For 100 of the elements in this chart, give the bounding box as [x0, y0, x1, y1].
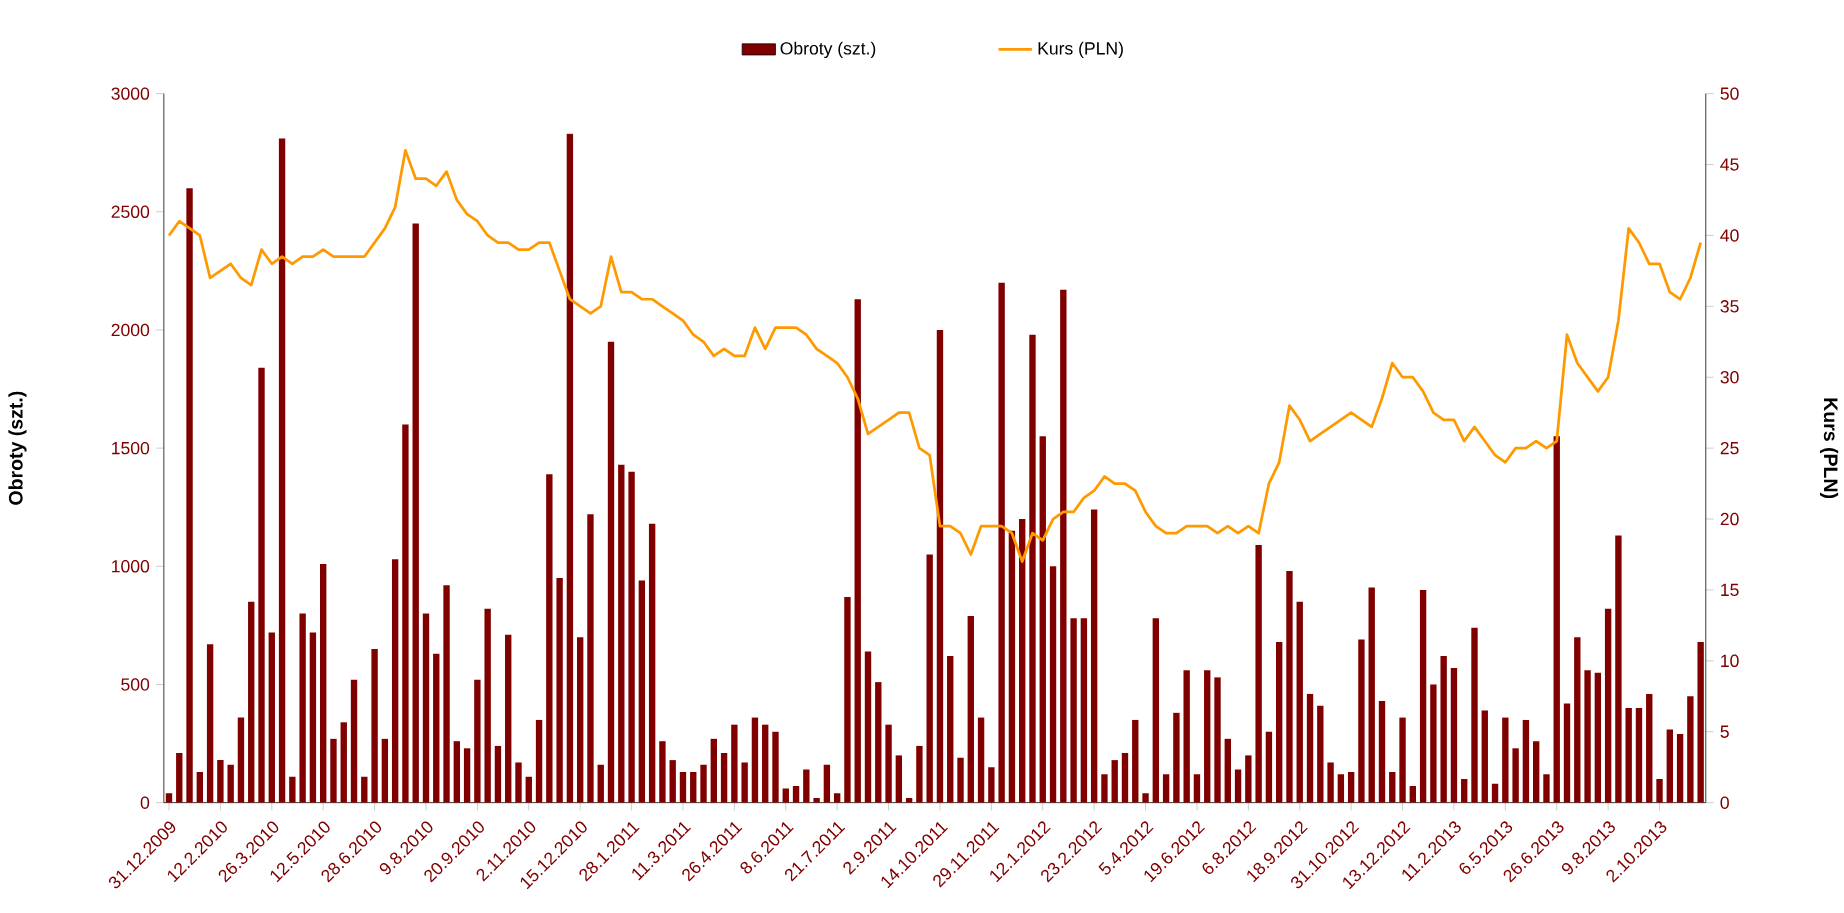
bar	[278, 138, 286, 803]
bar	[1162, 774, 1170, 803]
bar	[361, 776, 368, 803]
bar	[1317, 705, 1324, 803]
bar	[813, 797, 820, 803]
bar	[1080, 618, 1088, 803]
y2-tick-label: 0	[1720, 796, 1729, 809]
bar	[1224, 738, 1231, 803]
bar	[299, 613, 306, 803]
bar	[947, 656, 954, 803]
bar	[1132, 719, 1139, 803]
bar	[1615, 535, 1622, 803]
bar	[1008, 530, 1016, 803]
bar	[844, 597, 851, 803]
bar	[936, 330, 944, 803]
bar	[607, 341, 615, 803]
bar	[669, 760, 676, 803]
bar	[463, 748, 471, 803]
bar	[494, 745, 502, 803]
bar	[258, 367, 265, 803]
y-tick-label: 2000	[111, 323, 150, 337]
bar	[885, 724, 892, 803]
y2-tick-label: 45	[1720, 158, 1739, 171]
bar	[474, 679, 481, 803]
y2-tick-label: 40	[1720, 229, 1739, 242]
bar	[1512, 748, 1519, 803]
bar	[1265, 731, 1273, 803]
y2-tick-label: 50	[1720, 87, 1739, 100]
bar	[1358, 639, 1365, 803]
bar	[1337, 774, 1345, 803]
bar	[217, 760, 224, 803]
bar	[1543, 774, 1550, 803]
bar	[402, 424, 409, 803]
bar	[1347, 771, 1355, 803]
bar	[268, 632, 275, 803]
bar	[875, 682, 882, 803]
bar	[1419, 590, 1427, 803]
bar	[1553, 436, 1560, 803]
bar	[1574, 637, 1581, 803]
bar	[1060, 289, 1067, 803]
bar	[1327, 762, 1334, 803]
bar	[1029, 334, 1036, 803]
bar	[1296, 601, 1303, 803]
bar	[977, 717, 985, 803]
bar	[576, 637, 584, 803]
bar	[833, 793, 841, 803]
bar	[1121, 753, 1129, 803]
y-axis-title: Obroty (szt.)	[8, 391, 27, 505]
bar	[700, 764, 707, 803]
bar	[412, 223, 419, 803]
bar	[1471, 627, 1478, 803]
bar	[196, 771, 204, 803]
bar	[659, 741, 666, 803]
bar	[1502, 717, 1509, 803]
bar	[1255, 545, 1262, 803]
bar	[720, 753, 728, 803]
bar	[895, 755, 903, 803]
bar	[1491, 783, 1499, 803]
bar	[515, 762, 522, 803]
bar	[176, 753, 183, 803]
bar	[1697, 642, 1704, 803]
bar	[556, 578, 563, 803]
bar	[710, 738, 717, 803]
bar	[1409, 786, 1417, 803]
bar	[1152, 618, 1160, 803]
bar	[443, 585, 450, 803]
bar	[1563, 703, 1571, 803]
bar	[1584, 670, 1591, 803]
bar	[597, 764, 604, 803]
bar	[1234, 769, 1242, 803]
y-tick-label: 500	[121, 678, 150, 691]
bar	[546, 474, 553, 803]
bar	[505, 634, 512, 803]
bar	[854, 299, 861, 803]
bar	[1635, 708, 1643, 803]
y-tick-label: 1500	[112, 441, 150, 455]
bar	[1687, 696, 1694, 803]
bar	[957, 757, 964, 803]
bar	[1389, 771, 1396, 803]
bar	[371, 649, 378, 803]
bar	[967, 616, 974, 803]
bar	[433, 653, 440, 803]
bar	[320, 564, 327, 803]
bar	[1522, 719, 1530, 803]
bar	[998, 282, 1005, 803]
bar	[916, 745, 923, 803]
bar	[566, 133, 574, 803]
bar	[186, 188, 193, 803]
bar	[227, 764, 234, 803]
bar	[823, 764, 831, 803]
bar	[926, 554, 933, 803]
bar	[1183, 670, 1190, 803]
bar	[1049, 566, 1057, 803]
bar	[535, 719, 543, 803]
bar	[1214, 677, 1221, 803]
bar	[587, 514, 594, 803]
bar	[1090, 509, 1098, 803]
bar	[1625, 708, 1632, 803]
bar	[1019, 519, 1026, 803]
bar	[422, 613, 430, 803]
